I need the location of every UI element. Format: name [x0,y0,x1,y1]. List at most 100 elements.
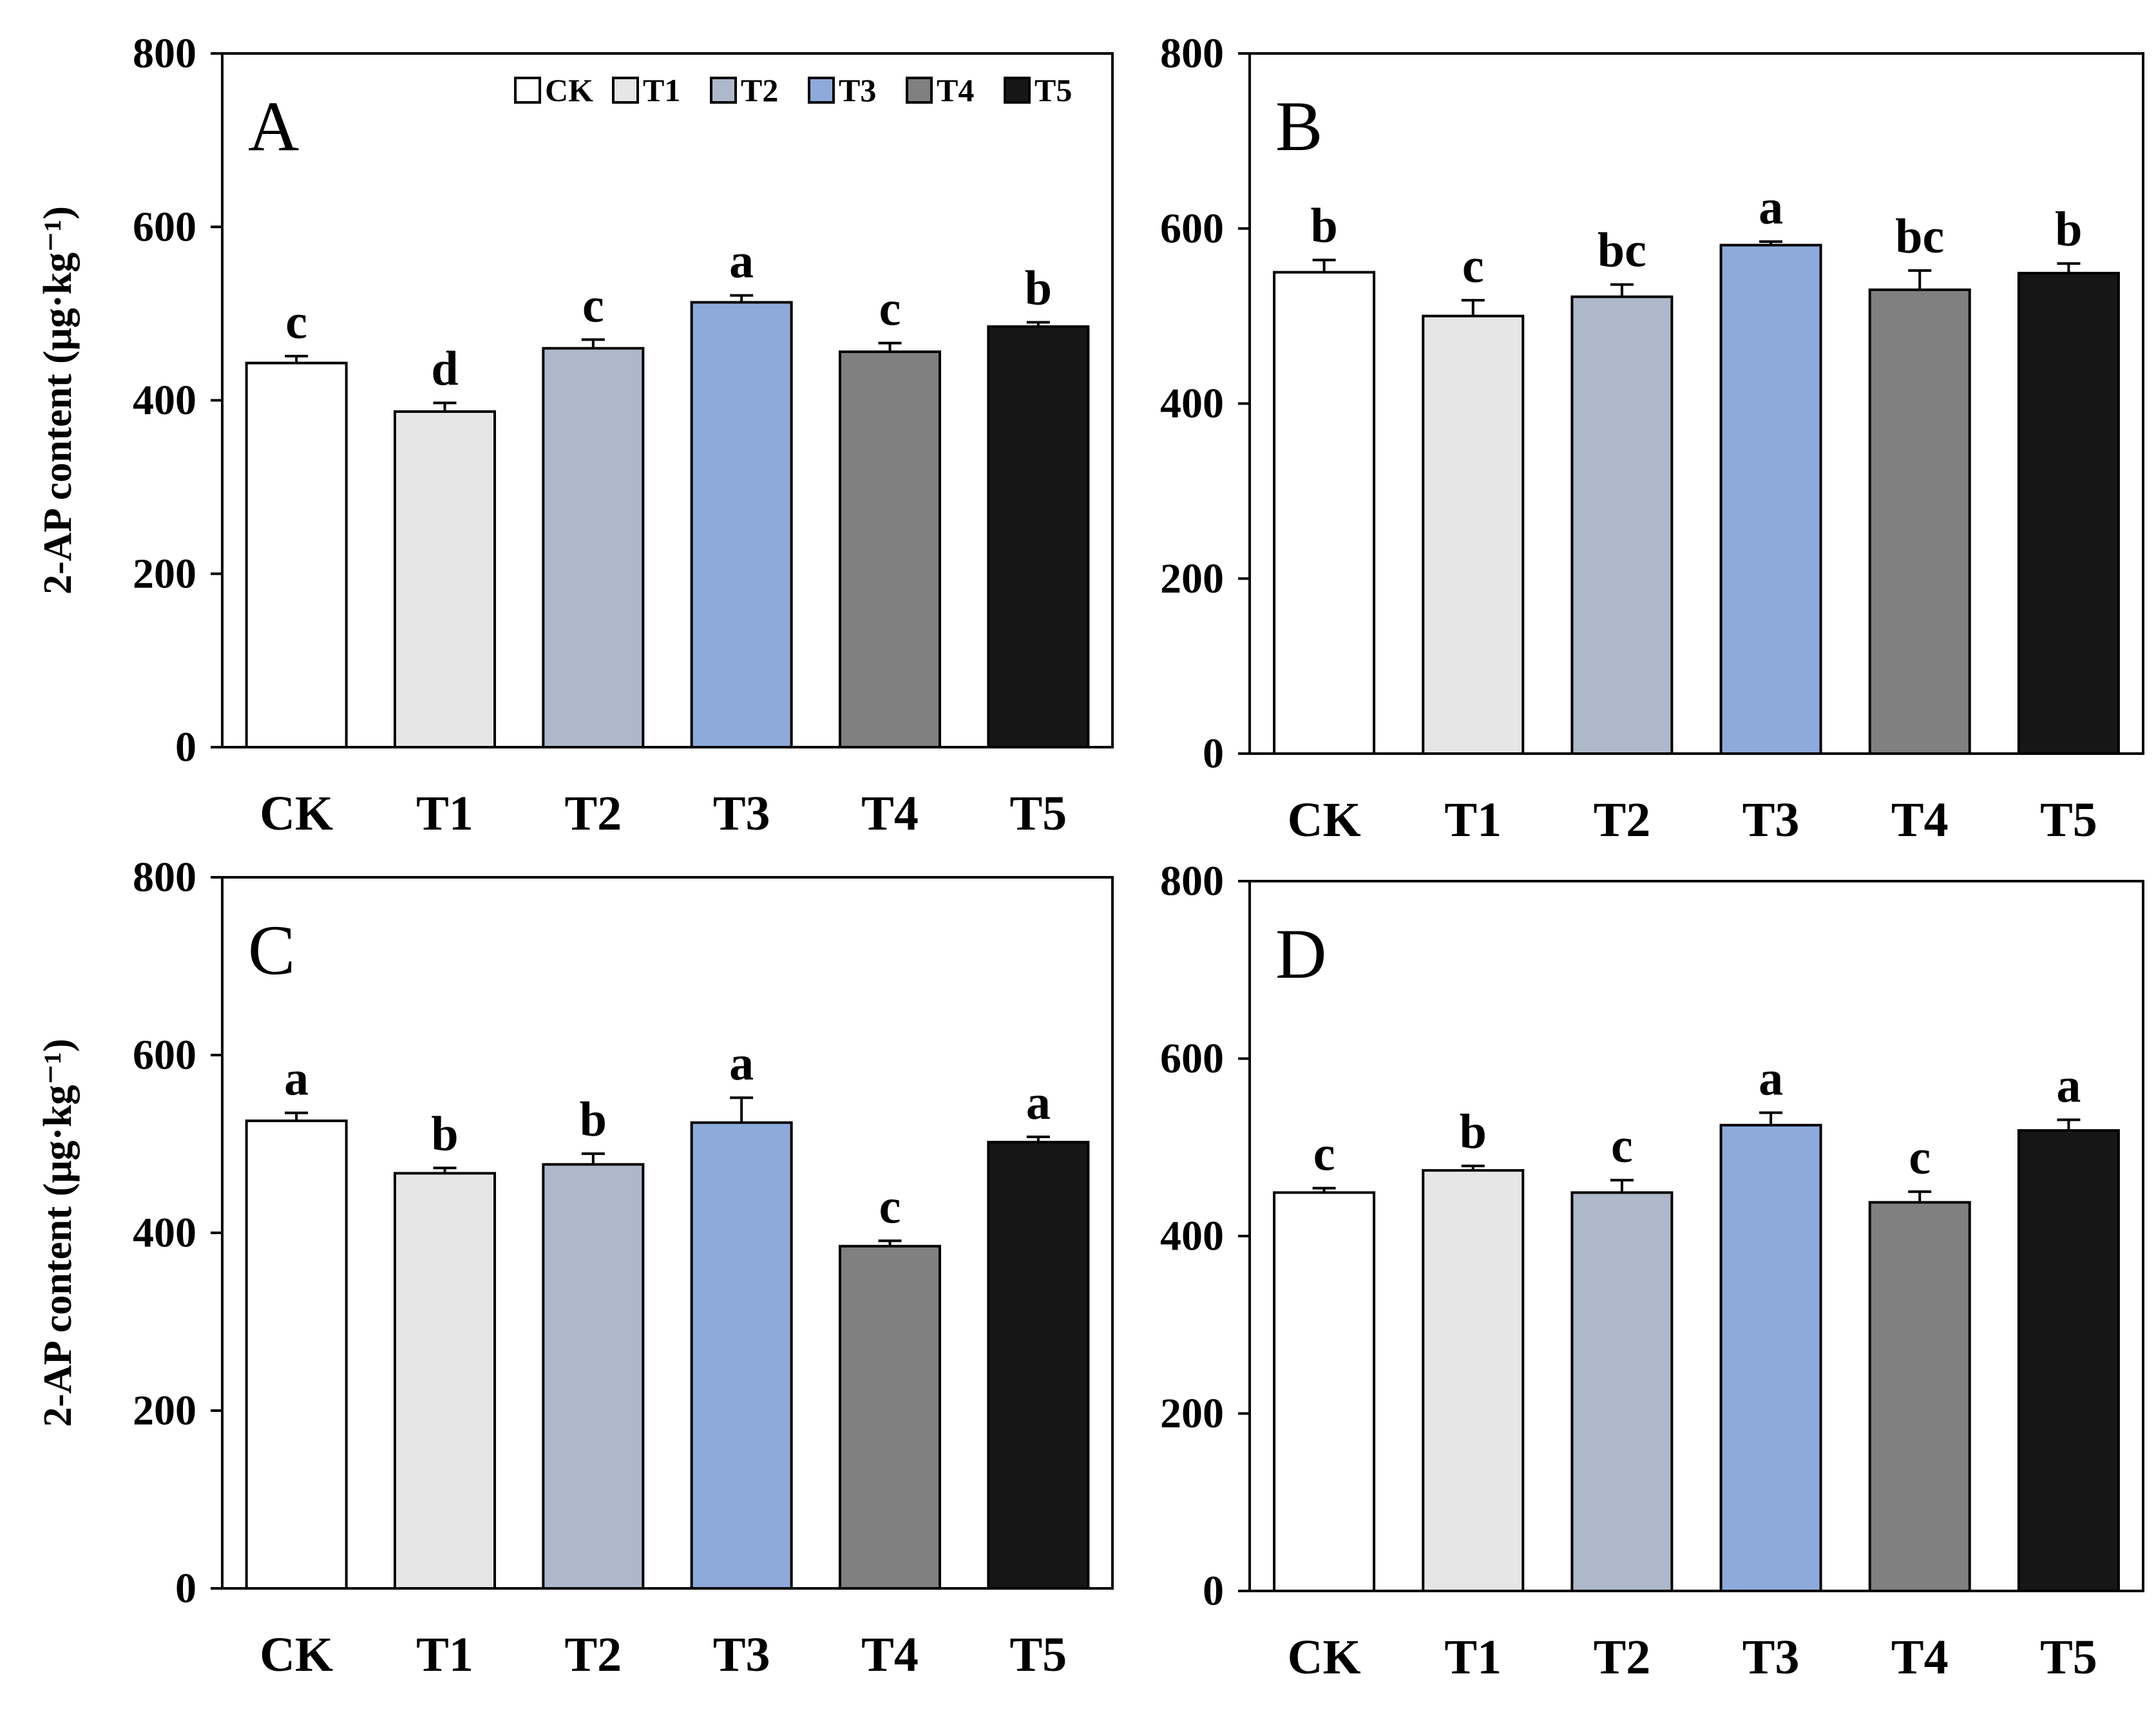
significance-label-T4: c [879,1179,901,1233]
plot-frame [221,876,1114,1590]
bar-T2 [542,1163,645,1590]
x-tick-label-T2: T2 [1594,1630,1651,1684]
x-tick-label-T1: T1 [1444,1630,1502,1684]
significance-label-T5: a [2056,1059,2081,1113]
bar-T5 [2017,1129,2120,1592]
bar-T1 [394,410,496,748]
significance-label-T2: c [1611,1119,1633,1173]
significance-label-T3: a [729,234,754,289]
y-tick-label: 600 [133,1032,196,1079]
panel-B: 0 200 400 600 800 Bb CK c T1 bc T2 a T3 bc T4 b T5 [1160,30,2144,847]
x-tick-label-T3: T3 [713,1628,770,1682]
significance-label-T4: c [1909,1130,1931,1185]
bar-T3 [1719,243,1822,756]
y-tick-label: 800 [133,30,196,77]
y-tick-label: 200 [133,1387,196,1434]
bar-CK [245,361,348,748]
significance-label-CK: c [1313,1127,1335,1181]
legend-swatch-T5 [1004,77,1031,104]
bar-T5 [987,1141,1090,1590]
panel-label: D [1275,915,1326,993]
significance-label-CK: b [1310,199,1337,253]
y-tick-label: 0 [175,724,196,771]
x-tick-label-T5: T5 [1009,786,1067,841]
significance-label-T3: a [1759,180,1783,234]
x-tick-label-T4: T4 [1891,1630,1949,1684]
y-tick-label: 600 [133,204,196,251]
y-axis-label: 2-AP content (μg·kg⁻¹) [36,1038,80,1427]
bar-CK [1273,271,1376,755]
significance-label-T3: a [729,1036,754,1090]
legend-swatch-T3 [808,77,835,104]
y-tick-label: 0 [1203,730,1224,777]
x-tick-label-CK: CK [1288,793,1361,847]
y-tick-label: 600 [1160,1035,1224,1082]
y-tick-label: 800 [1160,858,1224,905]
bar-T4 [839,1244,941,1590]
legend: CK T1 T2 T3 T4 T5 [514,72,1072,108]
x-tick-label-T4: T4 [861,1628,919,1682]
x-tick-label-T5: T5 [2040,1630,2097,1684]
y-tick-label: 0 [1203,1568,1224,1615]
bar-T2 [1570,1191,1674,1592]
significance-label-T4: c [879,282,901,336]
panel-label: C [248,911,295,989]
bar-T1 [1422,314,1525,755]
bar-CK [1273,1191,1376,1592]
plot-frame [1248,52,2144,755]
y-axis-label: 2-AP content (μg·kg⁻¹) [36,206,80,595]
bar-CK [245,1119,348,1590]
y-tick-label: 600 [1160,205,1224,252]
legend-label-T2: T2 [741,72,778,108]
x-tick-label-T2: T2 [1594,793,1651,847]
bar-T4 [1868,288,1971,755]
x-tick-label-T2: T2 [564,1628,622,1682]
panel-label: B [1275,87,1322,166]
bar-T1 [394,1172,496,1590]
x-tick-label-T2: T2 [564,786,622,841]
legend-swatch-T4 [906,77,933,104]
bar-T5 [2017,272,2120,755]
bar-T4 [839,350,941,748]
legend-label-T4: T4 [937,72,974,108]
legend-label-T1: T1 [643,72,680,108]
legend-swatch-T1 [612,77,639,104]
y-tick-label: 400 [133,377,196,424]
bar-T3 [690,301,793,748]
plot-frame [221,52,1114,748]
legend-swatch-CK [514,77,541,104]
x-tick-label-T3: T3 [1742,793,1800,847]
significance-label-T5: a [1026,1076,1051,1130]
significance-label-T1: b [1460,1105,1487,1159]
x-tick-label-T5: T5 [1009,1628,1067,1682]
y-tick-label: 400 [133,1210,196,1257]
x-tick-label-T1: T1 [1444,793,1502,847]
legend-label-T5: T5 [1035,72,1072,108]
x-tick-label-T3: T3 [1742,1630,1800,1684]
significance-label-CK: a [284,1052,309,1106]
panel-D: 0 200 400 600 800 Dc CK b T1 c T2 a T3 c T4 a T5 [1160,858,2144,1684]
bar-T3 [690,1121,793,1590]
y-tick-label: 800 [1160,30,1224,77]
bar-T5 [987,325,1090,749]
legend-swatch-T2 [710,77,737,104]
significance-label-T1: d [431,342,458,396]
bar-T4 [1868,1201,1971,1592]
bar-T1 [1422,1169,1525,1592]
legend-label-T3: T3 [839,72,876,108]
y-tick-label: 200 [1160,555,1224,602]
significance-label-T2: c [582,278,604,332]
x-tick-label-T1: T1 [416,1628,473,1682]
x-tick-label-CK: CK [260,1628,333,1682]
panel-label: A [248,87,299,166]
panel-C: 0 200 400 600 800 2-AP content (μg·kg⁻¹) Ca CK b… [36,854,1114,1682]
x-tick-label-T4: T4 [1891,793,1949,847]
legend-label-CK: CK [545,72,593,108]
x-tick-label-T1: T1 [416,786,473,841]
significance-label-T1: c [1462,239,1484,293]
y-tick-label: 400 [1160,380,1224,427]
significance-label-T1: b [431,1107,458,1161]
plot-frame [1248,880,2144,1592]
x-tick-label-CK: CK [1288,1630,1361,1684]
